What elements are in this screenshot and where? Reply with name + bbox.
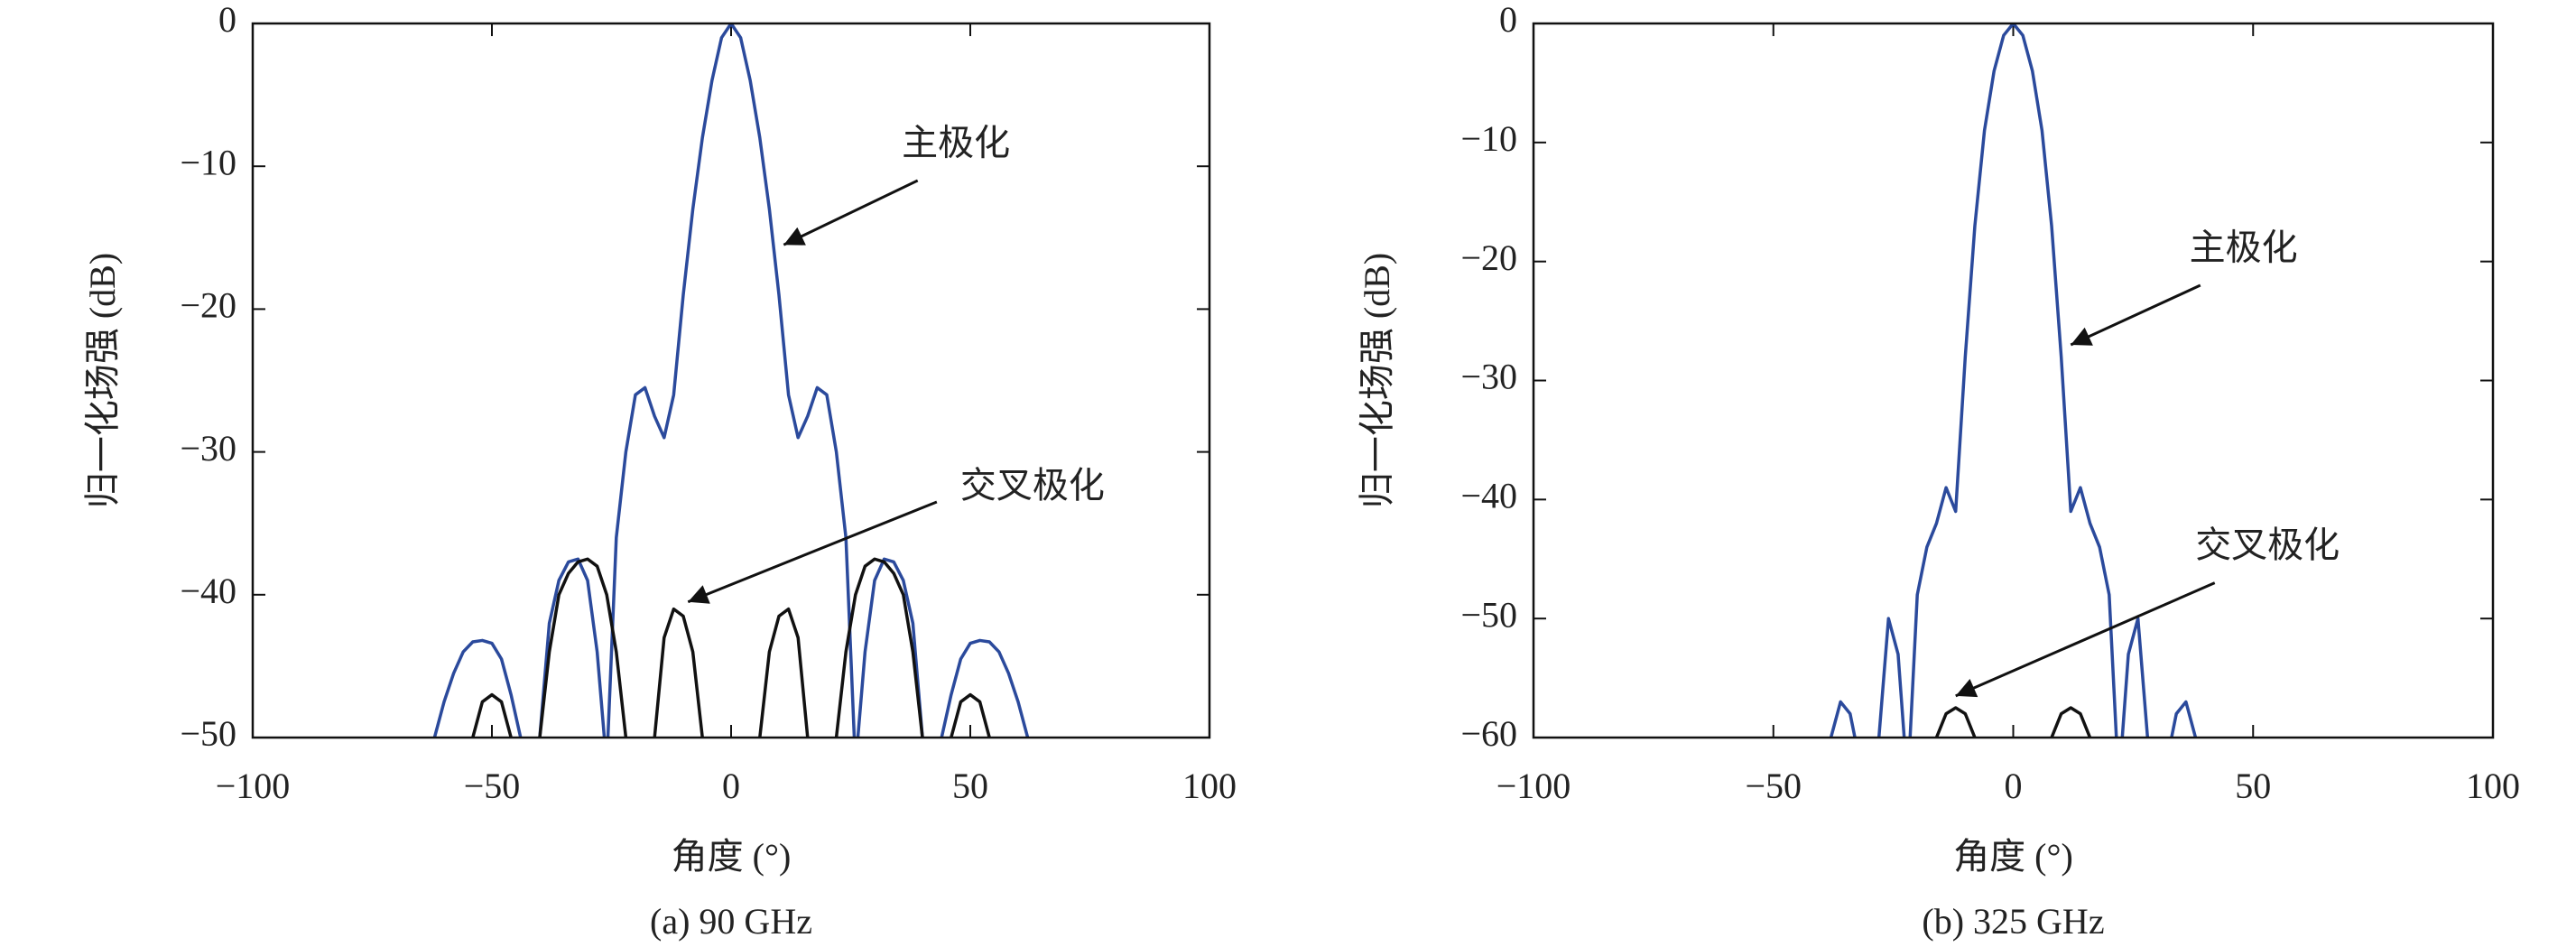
x-tick-label: −50 [1745,766,1802,806]
y-tick-label: 0 [1499,0,1517,40]
annotation: 主极化 [2190,227,2298,268]
x-tick-label: 100 [2466,766,2520,806]
y-tick-label: −50 [1460,594,1517,635]
x-tick-label: 0 [2005,766,2023,806]
annotation-arrow [783,179,919,246]
y-axis-label: 归一化场强 (dB) [82,253,123,508]
x-tick-label: 50 [2235,766,2271,806]
x-axis-label: 角度 (°) [1953,836,2073,877]
annotation-arrow [1955,581,2216,698]
annotation-arrow [2070,283,2201,347]
annotation: 交叉极化 [960,465,1105,506]
y-axis-label: 归一化场强 (dB) [1357,253,1397,508]
y-tick-label: −40 [1460,476,1517,516]
y-tick-label: −50 [180,713,236,754]
annotation: 主极化 [902,122,1010,163]
plot-frame [251,22,1211,739]
y-tick-label: 0 [218,0,236,40]
y-tick-label: −30 [180,428,236,469]
y-tick-label: −20 [1460,237,1517,278]
y-tick-label: −10 [1460,118,1517,159]
series-line [1934,706,2092,738]
x-axis-label: 角度 (°) [672,836,792,877]
chart: −100 −50 0 50 100 0 −10 −20 −30 −40 −50 −60 主极化交叉极化角… [1357,0,2520,942]
series-line [471,557,991,738]
x-tick-label: −100 [1496,766,1571,806]
y-tick-label: −60 [1460,713,1517,754]
caption: (b) 325 GHz [1922,901,2104,942]
x-tick-label: −50 [464,766,521,806]
series-line [1829,23,2198,738]
x-tick-label: −100 [216,766,291,806]
y-tick-label: −20 [180,285,236,326]
annotation-arrow [687,500,938,604]
plot-frame [1532,22,2495,739]
x-tick-label: 0 [722,766,740,806]
annotation: 交叉极化 [2195,525,2340,566]
x-tick-label: 100 [1182,766,1237,806]
x-tick-label: 50 [952,766,988,806]
y-tick-label: −10 [180,142,236,182]
caption: (a) 90 GHz [650,901,812,942]
y-tick-label: −30 [1460,357,1517,397]
y-tick-label: −40 [180,571,236,611]
